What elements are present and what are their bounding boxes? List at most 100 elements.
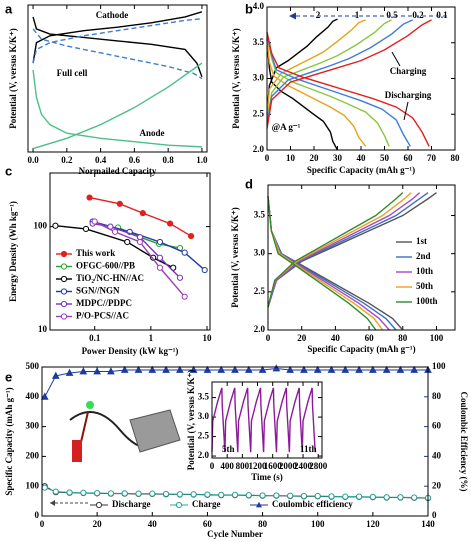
y-axis-label: Energy Density (Wh kg⁻¹) [8, 201, 18, 302]
legend-label: Coulombic efficiency [272, 499, 353, 509]
x-tick-label: 0.4 [95, 155, 107, 165]
data-point [107, 367, 115, 375]
data-point [300, 492, 308, 500]
data-point [40, 392, 49, 400]
x-tick-label: 60 [203, 519, 213, 529]
data-point [272, 364, 281, 372]
data-point [181, 293, 188, 300]
data-point [411, 494, 418, 501]
data-point [93, 367, 101, 375]
y-tick-label: 2.5 [253, 108, 265, 118]
data-point [136, 238, 144, 246]
annotation: Discharging [385, 90, 432, 100]
x-tick-label: 80 [451, 153, 461, 163]
legend-marker [95, 501, 103, 509]
legend-label: 2 [316, 10, 321, 20]
annotation: Charging [390, 66, 427, 76]
y-tick-label: 2.0 [254, 324, 266, 334]
y-tick-label: 3.5 [198, 392, 210, 402]
legend-label: This work [76, 248, 115, 258]
data-point [369, 365, 377, 373]
series-line [32, 11, 203, 78]
data-point [314, 492, 321, 500]
x-tick-label: 1 [149, 333, 154, 343]
y2-tick-label: 100 [432, 361, 446, 371]
legend-label: 10th [416, 266, 433, 276]
x-tick-label: 100 [311, 519, 325, 529]
data-point [156, 264, 164, 271]
annotation: @A g⁻¹ [272, 122, 301, 132]
photo-clip [72, 440, 82, 462]
x-tick-label: 80 [398, 333, 408, 343]
data-point [231, 365, 239, 373]
y-axis-label: Potential (V, versus K/K⁺) [230, 207, 240, 308]
arrow-head [50, 500, 55, 506]
x-tick-label: 800 [236, 461, 250, 471]
y-tick-label: 10 [38, 324, 48, 334]
x-tick-label: 0 [265, 153, 270, 163]
legend-marker [60, 263, 68, 270]
data-point [231, 491, 239, 498]
legend-marker [256, 501, 262, 508]
y-axis-label: Potential (V, versus K/K⁺) [186, 370, 196, 471]
y2-axis-label: Coulombic Efficiency (%) [459, 392, 469, 492]
x-tick-label: 20 [93, 519, 103, 529]
y-tick-label: 100 [34, 221, 48, 231]
x-tick-label: 400 [220, 461, 234, 471]
legend-label: 2nd [416, 251, 431, 261]
data-point [187, 232, 195, 240]
series-line [266, 19, 432, 147]
y2-tick-label: 20 [432, 480, 442, 490]
data-point [82, 225, 90, 233]
y-tick-label: 3.0 [253, 73, 265, 83]
data-point [259, 492, 266, 499]
series-line [267, 192, 404, 331]
chart-panel: e0 20 40 60 80 100 120 140010020030040050002040… [4, 361, 469, 539]
x-tick-label: 40 [148, 519, 158, 529]
y2-tick-label: 80 [432, 391, 442, 401]
x-tick-label: 50 [380, 153, 390, 163]
data-point [116, 200, 123, 207]
annotation-arrow [403, 101, 409, 121]
legend-marker [60, 250, 68, 258]
x-tick-label: 40 [331, 333, 341, 343]
legend-label: 0.5 [386, 10, 398, 20]
data-point [397, 494, 404, 501]
x-axis-label: Specific Capacity (mAh g⁻¹) [307, 165, 415, 175]
y-tick-label: 2.5 [254, 286, 266, 296]
data-point [65, 368, 74, 376]
x-tick-label: 0 [40, 519, 45, 529]
data-point [162, 490, 170, 498]
data-point [66, 489, 73, 496]
x-tick-label: 20 [297, 333, 307, 343]
y-tick-label: 100 [26, 480, 40, 490]
y-tick-label: 3.0 [254, 248, 266, 258]
annotation-arrow [391, 51, 401, 67]
x-tick-label: 1200 [249, 461, 268, 471]
data-point [94, 489, 101, 497]
legend-label: 100th [416, 296, 438, 306]
data-point [190, 491, 197, 498]
y-tick-label: 3.5 [254, 210, 266, 220]
series-line [32, 62, 203, 150]
data-point [273, 492, 280, 499]
series-label: Anode [139, 128, 164, 138]
data-point [189, 365, 198, 373]
x-tick-label: 60 [365, 333, 375, 343]
x-tick-label: 10 [286, 153, 296, 163]
legend-label: 1 [355, 10, 360, 20]
x-tick-label: 2800 [309, 461, 328, 471]
x-tick-label: 80 [258, 519, 268, 529]
x-tick-label: 20 [310, 153, 320, 163]
chart-panel: d 0 20 40 60 80 100 2.0 2.5 3.0 3.5 Specific Capaci… [230, 176, 456, 354]
data-point [79, 367, 88, 375]
plot-frame [49, 172, 211, 331]
plot-frame [211, 381, 323, 459]
legend-arrowhead [289, 12, 296, 20]
legend-marker [60, 300, 68, 308]
data-point [86, 194, 93, 201]
data-point [258, 365, 267, 373]
legend-label: 0.2 [412, 10, 424, 20]
legend-marker [60, 313, 68, 320]
